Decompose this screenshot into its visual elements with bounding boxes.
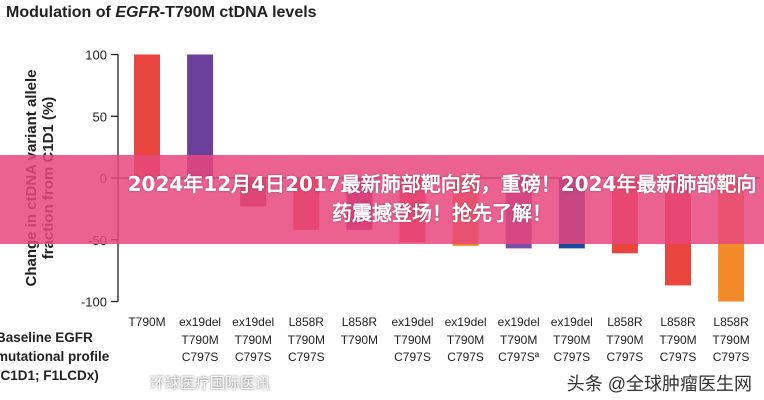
category-label: L858R T790M C797S	[606, 315, 644, 364]
x-group-label: Baseline EGFR mutational profile (C1D1; …	[0, 330, 110, 383]
category-label: L858R T790M C797S	[287, 315, 325, 364]
category-label: ex19del T790M C797S	[179, 315, 222, 364]
watermark-secondary: 环球医疗国际医讯	[150, 375, 271, 392]
banner-text: 2024年12月4日2017最新肺部靶向药，重磅！2024年最新肺部靶向药震撼登…	[127, 172, 757, 225]
y-tick-label: 50	[93, 109, 107, 124]
chart-title: Modulation of EGFR-T790M ctDNA levels	[6, 4, 317, 21]
headline-banner: 2024年12月4日2017最新肺部靶向药，重磅！2024年最新肺部靶向药震撼登…	[0, 155, 764, 244]
y-tick-label: 100	[85, 48, 107, 63]
category-label: ex19del T790M C797S	[444, 315, 487, 364]
category-label: ex19del T790M C797S	[232, 315, 275, 364]
category-label: ex19del T790M C797Sª	[497, 315, 540, 364]
watermark: 头条 @全球肿瘤医生网	[566, 374, 752, 394]
category-label: ex19del T790M C797S	[391, 315, 434, 364]
category-label: T790M	[128, 315, 166, 329]
y-tick-label: -100	[81, 295, 107, 310]
category-label: ex19del T790M C797S	[550, 315, 593, 364]
category-label: L858R T790M	[340, 315, 379, 347]
category-label: L858R T790M C797S	[712, 315, 750, 364]
category-label: L858R T790M C797S	[659, 315, 697, 364]
